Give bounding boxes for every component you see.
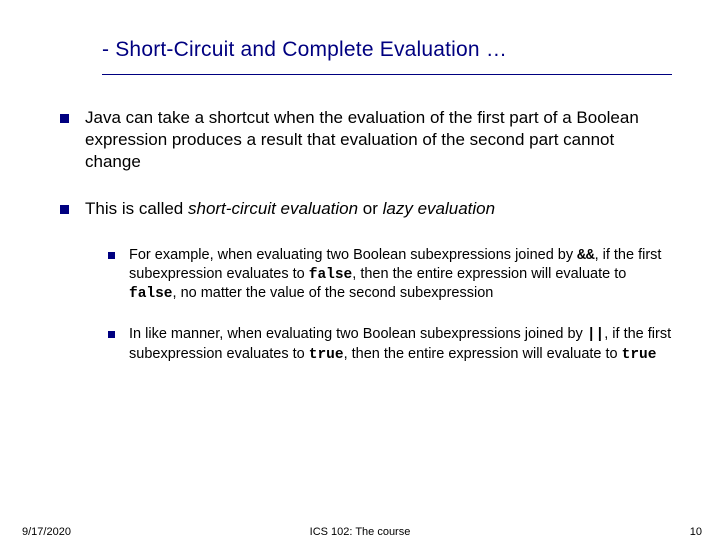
footer-course: ICS 102: The course bbox=[310, 526, 411, 538]
bullet-level2: In like manner, when evaluating two Bool… bbox=[108, 325, 672, 363]
bullet-level2: For example, when evaluating two Boolean… bbox=[108, 246, 672, 303]
code-literal: true bbox=[622, 347, 657, 363]
bullet-text: This is called short-circuit evaluation … bbox=[85, 198, 495, 220]
square-bullet-icon bbox=[60, 205, 69, 214]
text-run: , then the entire expression will evalua… bbox=[352, 266, 626, 282]
square-bullet-icon bbox=[60, 114, 69, 123]
italic-term: short-circuit evaluation bbox=[188, 199, 358, 218]
text-run: For example, when evaluating two Boolean… bbox=[129, 247, 577, 263]
slide-container: - Short-Circuit and Complete Evaluation … bbox=[0, 0, 720, 540]
bullet-text: For example, when evaluating two Boolean… bbox=[129, 246, 672, 303]
bullet-level1: Java can take a shortcut when the evalua… bbox=[60, 107, 672, 172]
footer-date: 9/17/2020 bbox=[22, 526, 71, 538]
code-literal: true bbox=[309, 347, 344, 363]
text-run: This is called bbox=[85, 199, 188, 218]
bullet-text: In like manner, when evaluating two Bool… bbox=[129, 325, 672, 363]
code-literal: false bbox=[309, 267, 353, 283]
code-literal: || bbox=[587, 327, 604, 343]
text-run: or bbox=[358, 199, 383, 218]
square-bullet-icon bbox=[108, 331, 115, 338]
bullet-level1: This is called short-circuit evaluation … bbox=[60, 198, 672, 220]
text-run: In like manner, when evaluating two Bool… bbox=[129, 326, 587, 342]
code-literal: && bbox=[577, 248, 594, 264]
text-run: , no matter the value of the second sube… bbox=[173, 285, 494, 301]
text-run: , then the entire expression will evalua… bbox=[344, 346, 622, 362]
footer-page-number: 10 bbox=[690, 526, 702, 538]
square-bullet-icon bbox=[108, 252, 115, 259]
italic-term: lazy evaluation bbox=[383, 199, 495, 218]
code-literal: false bbox=[129, 286, 173, 302]
bullet-text: Java can take a shortcut when the evalua… bbox=[85, 107, 672, 172]
slide-title: - Short-Circuit and Complete Evaluation … bbox=[102, 38, 672, 75]
